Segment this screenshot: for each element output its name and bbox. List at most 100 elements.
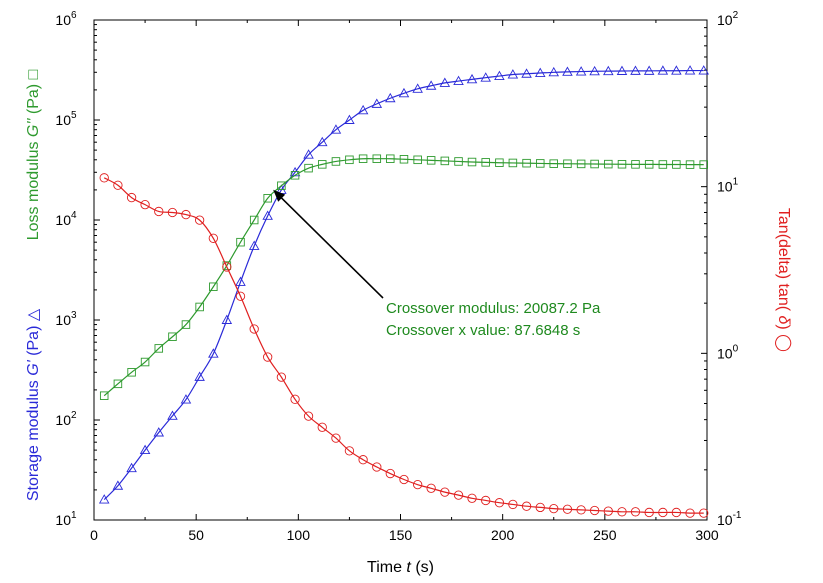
data-point-triangle [303,149,314,159]
data-point-square [522,158,531,168]
data-point-square [536,159,545,168]
data-point-square [277,181,286,191]
x-axis-title-prefix: Time [367,559,406,576]
data-point-square [454,157,463,166]
data-point-circle [426,483,436,493]
data-point-triangle [98,494,110,504]
data-point-triangle [180,394,192,404]
data-point-triangle [466,73,478,84]
data-point-square [604,159,613,169]
data-point-triangle [112,480,124,490]
data-point-circle [413,479,423,490]
data-point-circle [276,372,287,382]
crossover-x-label: Crossover x value: 87.6848 s [386,322,580,339]
tan-title-suffix: ) ◯ [775,324,792,352]
storage-title-prefix: Storage modulus [25,376,42,501]
data-point-circle [508,499,518,510]
series-layer [98,65,710,518]
data-point-circle [589,505,600,516]
data-point-square [549,159,559,168]
data-point-square [209,282,218,292]
data-point-square [317,160,327,169]
data-point-circle [576,505,586,515]
data-point-circle [399,474,409,485]
data-point-triangle [521,68,532,78]
data-point-square [113,379,123,389]
x-axis-title-var: t [406,559,411,576]
data-point-circle [208,233,218,243]
tick-base: 10 [55,412,71,428]
data-point-circle [235,291,246,301]
data-point-triangle [562,66,573,76]
data-point-triangle [316,136,328,147]
tick-base: 10 [55,212,71,228]
data-point-circle [358,455,368,465]
data-point-circle [535,502,545,513]
y-right-tick-label: 10-1 [717,510,742,528]
data-point-circle [154,206,164,217]
data-point-circle [467,493,477,503]
data-point-square [617,159,627,169]
y-left-tick-label: 104 [55,210,77,228]
data-point-triangle [126,462,137,473]
x-axis-title: Time t (s) [367,559,434,576]
storage-title-var: G' [25,359,42,375]
series-circle [99,173,709,518]
data-point-square [467,157,477,167]
data-point-circle [249,324,259,334]
data-point-triangle [657,65,669,75]
data-point-triangle [357,104,369,115]
data-point-circle [699,508,709,518]
data-point-square [304,163,313,173]
tick-exponent: 5 [71,110,77,121]
x-tick-label: 100 [287,527,311,543]
data-point-circle [603,506,613,516]
data-point-circle [303,411,314,421]
data-point-triangle [330,124,342,134]
tick-base: 10 [717,12,733,28]
data-point-circle [521,501,532,511]
tick-exponent: 0 [733,343,739,354]
data-point-triangle [425,80,437,90]
tick-exponent: 1 [733,177,739,188]
tan-title-prefix: Tan(delta) tan( [775,208,792,316]
data-point-square [508,158,518,168]
series-square [99,154,708,400]
x-tick-label: 150 [389,527,413,543]
data-point-square [563,159,572,169]
y-right-tick-label: 102 [717,10,739,28]
data-point-circle [372,462,382,472]
tick-base: 10 [55,12,71,28]
data-point-circle [99,173,109,183]
data-point-triangle [371,98,383,108]
crossover-annotation: Crossover modulus: 20087.2 Pa Crossover … [273,189,601,339]
data-point-square [399,155,409,164]
crossover-modulus-label: Crossover modulus: 20087.2 Pa [386,300,601,317]
data-point-square [140,357,150,367]
x-tick-label: 300 [695,527,719,543]
series-line [103,158,704,397]
data-point-circle [658,507,668,518]
data-point-square [576,159,586,169]
tick-base: 10 [55,312,71,328]
data-point-circle [113,180,123,190]
data-point-triangle [439,77,451,87]
y-right-tick-label: 101 [717,177,739,195]
data-point-circle [194,215,205,225]
storage-title-suffix: (Pa) △ [25,308,42,360]
data-point-square [631,160,640,169]
data-point-triangle [194,371,205,381]
data-point-circle [630,507,641,517]
y-left-axis-title-storage: Storage modulus G' (Pa) △ [25,308,42,501]
data-point-square [99,391,109,400]
data-point-square [358,154,368,163]
data-point-triangle [208,348,219,358]
data-point-circle [494,498,505,508]
data-point-circle [481,495,491,506]
data-point-circle [617,507,627,517]
data-point-circle [331,433,341,443]
data-point-triangle [684,65,696,75]
tick-exponent: 1 [71,510,77,521]
y-left-tick-label: 102 [55,410,77,428]
